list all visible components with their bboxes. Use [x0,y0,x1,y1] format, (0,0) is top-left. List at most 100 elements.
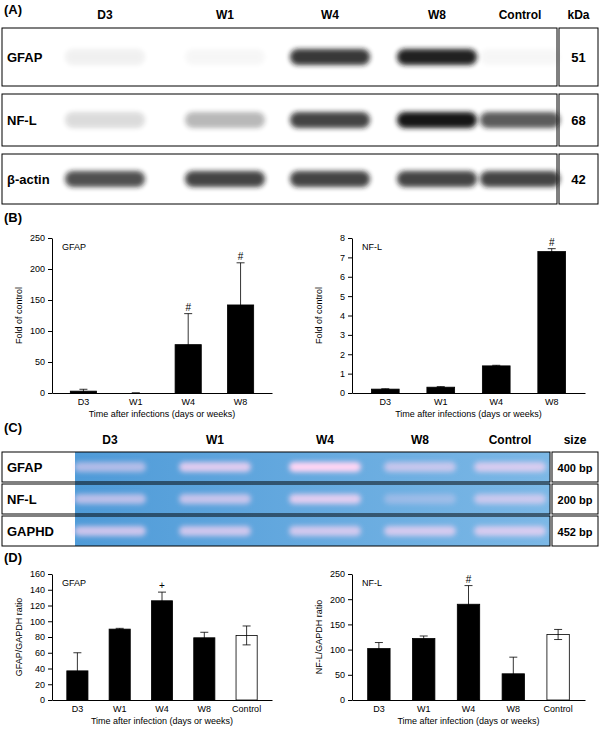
error-stem [513,657,514,690]
error-cap [548,248,556,249]
x-tick: D3 [78,393,90,407]
x-tick-label: W8 [234,397,248,407]
y-tick-label: 6 [340,272,345,282]
y-tick: 0 [340,388,352,398]
error-stem [240,263,241,347]
y-tick-label: 60 [35,648,45,658]
row-label: GFAP [7,50,43,65]
error-cap [420,641,428,642]
error-cap [132,393,140,394]
error-cap [381,389,389,390]
error-stem [468,586,469,623]
band [474,494,546,504]
y-tick-label: 0 [340,695,345,705]
y-tick-label: 20 [35,680,45,690]
row-label: GFAP [7,460,43,475]
y-axis-line [352,239,353,394]
x-tick-label: W8 [198,704,212,714]
error-cap [184,375,192,376]
band [474,526,546,536]
bar [482,366,510,393]
panel-label: (B) [4,210,22,225]
error-bar [158,592,166,609]
band [185,49,265,65]
plot-area [371,249,565,393]
chart-title: NF-L [362,578,382,588]
y-tick: 2 [340,350,352,360]
panel-label: (D) [4,550,22,565]
lane-label: W8 [428,8,446,22]
row-label: β-actin [7,172,50,187]
blot-frame [2,154,557,204]
band [179,526,251,536]
x-tick: W8 [234,393,248,407]
y-tick-label: 2 [340,350,345,360]
size-frame [552,484,598,514]
error-bar [116,628,124,630]
lane-label: D3 [97,8,113,22]
band [397,112,477,128]
x-tick-label: W1 [113,704,127,714]
y-tick: 8 [340,233,352,243]
y-axis: 050100150200250 [30,233,53,398]
y-tick: 80 [35,632,52,642]
error-stem [83,389,84,393]
band [384,462,456,472]
x-tick-label: W4 [155,704,169,714]
x-axis-title: Time after infection (days or weeks) [397,716,539,726]
x-tick-label: D3 [380,397,392,407]
y-tick-mark [48,362,52,363]
y-tick-mark [48,331,52,332]
y-tick-label: 80 [35,632,45,642]
error-cap [492,366,500,367]
y-axis-line [52,239,53,394]
y-tick: 100 [30,617,52,627]
blot-frame [2,516,550,546]
y-tick-mark [348,574,352,575]
plot-area [70,263,253,393]
size-label: 400 bp [558,462,593,474]
band [65,49,145,65]
blot-panel: (A)D3W1W4W8ControlkDaGFAP51NF-L68β-actin… [2,2,598,204]
size-label: 452 bp [558,526,593,538]
size-frame [552,452,598,482]
size-frame [552,516,598,546]
x-axis-line [353,700,586,701]
y-axis-title: NF-L/GAPDH ratio [314,600,324,675]
y-axis: 020406080100120140160 [30,569,53,705]
y-tick-mark [348,599,352,600]
y-axis: 012345678 [340,233,353,398]
y-tick: 250 [30,233,52,243]
error-stem [558,629,559,639]
y-tick: 160 [30,569,52,579]
error-stem [162,592,163,609]
x-tick: W8 [507,700,521,714]
error-stem [246,626,247,645]
error-cap [79,393,87,394]
x-tick: W4 [155,700,169,714]
y-tick-mark [48,637,52,638]
y-tick-label: 250 [30,233,45,243]
error-cap [492,365,500,366]
band [290,171,370,187]
y-tick-label: 0 [40,388,45,398]
row-label: NF-L [7,492,37,507]
band [480,112,560,128]
x-axis-title: Time after infections (days or weeks) [395,409,542,419]
x-tick: W4 [462,700,476,714]
y-tick-label: 3 [340,330,345,340]
error-bar [492,365,500,366]
bar [538,252,566,393]
band [384,526,456,536]
error-cap [116,628,124,629]
x-tick-label: W1 [434,397,448,407]
bar-chart: 050100150200250D3W1W4W8ControlTime after… [314,569,586,726]
band [185,112,265,128]
y-tick-label: 0 [340,388,345,398]
lane-label: W1 [206,433,224,447]
row-label: GAPHD [7,524,54,539]
error-cap [237,262,245,263]
error-stem [204,632,205,643]
error-cap [243,644,251,645]
x-tick-label: W8 [545,397,559,407]
